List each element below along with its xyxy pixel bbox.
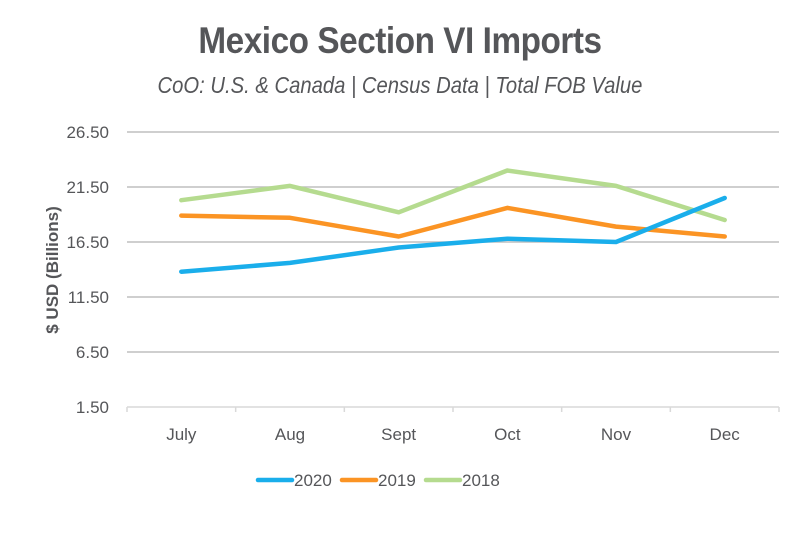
series-lines	[179, 168, 727, 274]
series-line-2019	[179, 205, 727, 239]
y-axis-label: $ USD (Billions)	[43, 206, 62, 334]
x-tick-label: Sept	[381, 425, 416, 444]
chart-title: Mexico Section VI Imports	[198, 20, 602, 61]
x-tick-label: July	[166, 425, 197, 444]
legend-item-2019: 2019	[339, 471, 416, 490]
y-tick-label: 11.50	[68, 288, 109, 307]
y-tick-label: 16.50	[66, 233, 109, 252]
x-tick-label: Aug	[275, 425, 305, 444]
x-axis-ticks: July Aug Sept Oct Nov Dec	[166, 425, 740, 444]
legend-label: 2020	[294, 471, 332, 490]
legend-label: 2018	[462, 471, 500, 490]
y-tick-label: 6.50	[76, 343, 109, 362]
x-tick-label: Dec	[710, 425, 741, 444]
x-axis	[126, 406, 780, 412]
y-tick-label: 26.50	[66, 123, 109, 142]
legend: 2020 2019 2018	[255, 471, 500, 490]
legend-label: 2019	[378, 471, 416, 490]
legend-item-2020: 2020	[255, 471, 332, 490]
y-tick-label: 21.50	[66, 178, 109, 197]
y-axis-ticks: 26.50 21.50 16.50 11.50 6.50 1.50	[66, 123, 109, 417]
series-line-2018	[179, 168, 727, 223]
series-line-2020	[179, 195, 727, 274]
x-tick-label: Nov	[601, 425, 632, 444]
x-tick-label: Oct	[494, 425, 521, 444]
legend-item-2018: 2018	[423, 471, 500, 490]
y-tick-label: 1.50	[76, 398, 109, 417]
chart-subtitle: CoO: U.S. & Canada | Census Data | Total…	[157, 72, 643, 98]
